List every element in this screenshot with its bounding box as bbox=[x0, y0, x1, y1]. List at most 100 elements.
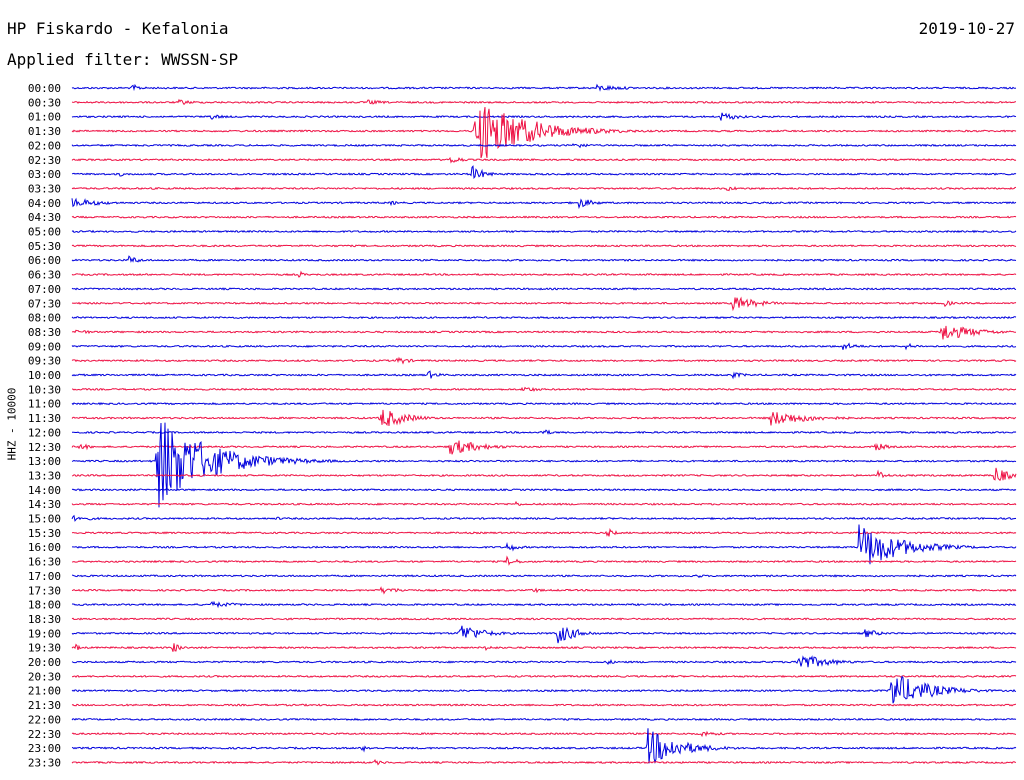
time-label: 04:30 bbox=[28, 211, 61, 224]
trace-line bbox=[71, 296, 1017, 312]
trace-line bbox=[71, 409, 1017, 426]
time-label: 11:30 bbox=[28, 412, 61, 425]
time-label: 00:00 bbox=[28, 82, 61, 95]
time-label: 08:30 bbox=[28, 326, 61, 339]
trace-line bbox=[71, 386, 1017, 392]
time-label: 10:00 bbox=[28, 369, 61, 382]
trace-line bbox=[71, 528, 1017, 537]
trace-line bbox=[71, 287, 1017, 291]
trace-line bbox=[71, 107, 1017, 159]
time-label: 19:30 bbox=[28, 642, 61, 655]
trace-lines bbox=[71, 83, 1017, 766]
time-label: 01:30 bbox=[28, 125, 61, 138]
time-label: 20:00 bbox=[28, 656, 61, 669]
trace-line bbox=[72, 524, 1017, 565]
trace-line bbox=[71, 156, 1017, 164]
time-label: 18:00 bbox=[28, 599, 61, 612]
time-label: 13:30 bbox=[28, 469, 61, 482]
trace-line bbox=[71, 586, 1017, 595]
time-label: 22:00 bbox=[28, 713, 61, 726]
time-label: 16:00 bbox=[28, 541, 61, 554]
time-label: 02:30 bbox=[28, 154, 61, 167]
time-label: 21:00 bbox=[28, 685, 61, 698]
time-label: 21:30 bbox=[28, 699, 61, 712]
time-label: 23:30 bbox=[28, 756, 61, 769]
trace-line bbox=[71, 422, 1017, 508]
trace-line bbox=[71, 215, 1017, 219]
time-label: 05:30 bbox=[28, 240, 61, 253]
trace-line bbox=[71, 514, 1017, 522]
trace-line bbox=[71, 186, 1017, 192]
time-label: 01:00 bbox=[28, 111, 61, 124]
trace-line bbox=[71, 467, 1017, 482]
time-label: 03:30 bbox=[28, 182, 61, 195]
trace-line bbox=[71, 83, 1017, 92]
time-label: 14:00 bbox=[28, 484, 61, 497]
trace-line bbox=[71, 500, 1017, 506]
trace-line bbox=[71, 574, 1017, 579]
time-label: 07:30 bbox=[28, 297, 61, 310]
trace-line bbox=[71, 229, 1017, 234]
time-label: 09:30 bbox=[28, 355, 61, 368]
trace-line bbox=[72, 429, 1017, 435]
time-label: 03:00 bbox=[28, 168, 61, 181]
trace-line bbox=[71, 342, 1017, 351]
trace-line bbox=[71, 643, 1017, 652]
trace-line bbox=[71, 370, 1017, 380]
trace-line bbox=[71, 600, 1017, 609]
trace-line bbox=[71, 356, 1017, 365]
time-label: 09:00 bbox=[28, 340, 61, 353]
time-label: 07:00 bbox=[28, 283, 61, 296]
time-label: 17:00 bbox=[28, 570, 61, 583]
time-label: 05:00 bbox=[28, 226, 61, 239]
time-label: 18:30 bbox=[28, 613, 61, 626]
trace-line bbox=[71, 730, 1017, 738]
trace-line bbox=[71, 703, 1017, 707]
time-label: 04:00 bbox=[28, 197, 61, 210]
trace-line bbox=[71, 440, 1017, 455]
trace-line bbox=[71, 325, 1017, 340]
trace-line bbox=[71, 270, 1017, 278]
time-label: 23:00 bbox=[28, 742, 61, 755]
trace-line bbox=[71, 758, 1017, 766]
date-label: 2019-10-27 bbox=[918, 19, 1015, 38]
time-label: 12:00 bbox=[28, 426, 61, 439]
trace-line bbox=[71, 165, 1017, 179]
time-label: 06:30 bbox=[28, 269, 61, 282]
filter-label: Applied filter: WWSSN-SP bbox=[7, 50, 239, 69]
trace-line bbox=[71, 488, 1017, 492]
trace-line bbox=[71, 728, 1017, 764]
time-label: 14:30 bbox=[28, 498, 61, 511]
time-label: 17:30 bbox=[28, 584, 61, 597]
trace-line bbox=[71, 555, 1017, 566]
time-label: 08:00 bbox=[28, 312, 61, 325]
time-label: 15:30 bbox=[28, 527, 61, 540]
trace-line bbox=[71, 143, 1017, 149]
trace-line bbox=[71, 197, 1017, 210]
trace-line bbox=[71, 674, 1017, 678]
time-label: 13:00 bbox=[28, 455, 61, 468]
trace-line bbox=[71, 625, 1017, 644]
time-label: 06:00 bbox=[28, 254, 61, 267]
time-label: 12:30 bbox=[28, 441, 61, 454]
trace-line bbox=[71, 717, 1017, 722]
time-label: 00:30 bbox=[28, 96, 61, 109]
time-label: 20:30 bbox=[28, 670, 61, 683]
time-label: 15:00 bbox=[28, 513, 61, 526]
trace-line bbox=[71, 675, 1017, 704]
trace-line bbox=[71, 315, 1017, 320]
time-label: 11:00 bbox=[28, 398, 61, 411]
time-label: 10:30 bbox=[28, 383, 61, 396]
time-label: 02:00 bbox=[28, 139, 61, 152]
trace-line bbox=[71, 617, 1017, 621]
trace-line bbox=[71, 112, 1017, 121]
trace-line bbox=[71, 244, 1017, 248]
time-label: 16:30 bbox=[28, 556, 61, 569]
time-label: 19:00 bbox=[28, 627, 61, 640]
trace-line bbox=[71, 402, 1017, 406]
station-title: HP Fiskardo - Kefalonia bbox=[7, 19, 229, 38]
trace-line bbox=[71, 255, 1017, 263]
trace-line bbox=[71, 98, 1016, 106]
